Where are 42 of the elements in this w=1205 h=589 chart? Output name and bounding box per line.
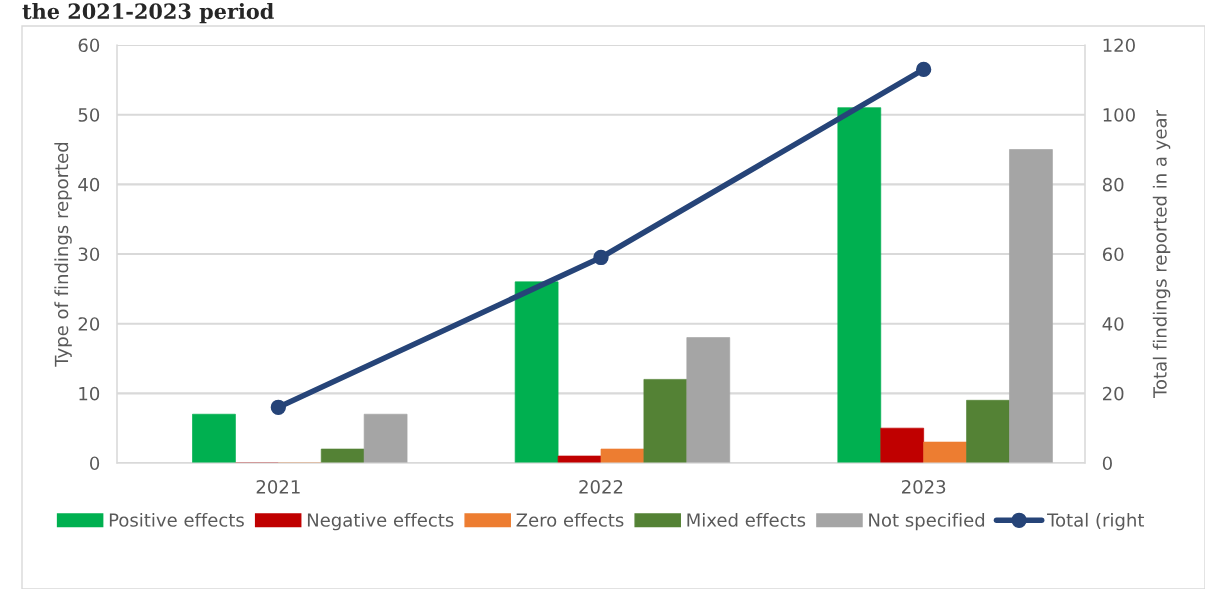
y2-tick-label: 20 bbox=[1102, 386, 1124, 401]
legend-label: Zero effects bbox=[516, 512, 624, 527]
x-tick-label: 2022 bbox=[579, 479, 623, 494]
bar bbox=[192, 413, 236, 463]
y-tick-label: 0 bbox=[90, 456, 100, 471]
y-tick-label: 30 bbox=[78, 247, 100, 262]
bar bbox=[880, 427, 925, 463]
legend-label: Mixed effects bbox=[687, 512, 806, 527]
y-tick-label: 10 bbox=[79, 386, 100, 401]
y2-axis-title: Total findings reported in a year bbox=[1152, 110, 1171, 399]
y2-tick-label: 60 bbox=[1102, 247, 1124, 262]
y-tick-label: 40 bbox=[78, 177, 100, 192]
x-tick-label: 2021 bbox=[256, 479, 300, 494]
bar bbox=[1009, 149, 1053, 463]
legend-label: Total (right bbox=[1047, 512, 1145, 531]
y-tick-label: 20 bbox=[78, 317, 100, 331]
point bbox=[593, 249, 609, 266]
y-axis-title: Type of findings reported bbox=[54, 142, 72, 367]
point bbox=[270, 399, 286, 415]
bar bbox=[600, 448, 645, 463]
y2-tick-label: 0 bbox=[1102, 456, 1112, 471]
y2-tick-label: 80 bbox=[1102, 177, 1124, 192]
legend-label: Not specified bbox=[869, 512, 985, 531]
legend-label: Positive effects bbox=[109, 512, 244, 527]
bar bbox=[643, 379, 688, 463]
point bbox=[916, 61, 932, 78]
bar bbox=[923, 441, 967, 463]
y2-tick-label: 100 bbox=[1103, 108, 1135, 122]
bar bbox=[966, 399, 1010, 463]
bar bbox=[514, 281, 559, 463]
y-tick-label: 50 bbox=[78, 108, 100, 122]
y2-tick-label: 40 bbox=[1102, 317, 1124, 331]
bar bbox=[557, 455, 602, 463]
x-tick-label: 2023 bbox=[902, 479, 946, 494]
chart-title: the 2021-2023 period bbox=[22, 3, 274, 24]
bar bbox=[363, 413, 408, 463]
legend-label: Negative effects bbox=[307, 512, 454, 531]
y2-tick-label: 120 bbox=[1103, 38, 1135, 53]
y-tick-label: 60 bbox=[78, 38, 100, 53]
bar bbox=[320, 448, 365, 463]
bar bbox=[686, 337, 731, 463]
bar bbox=[837, 107, 882, 463]
